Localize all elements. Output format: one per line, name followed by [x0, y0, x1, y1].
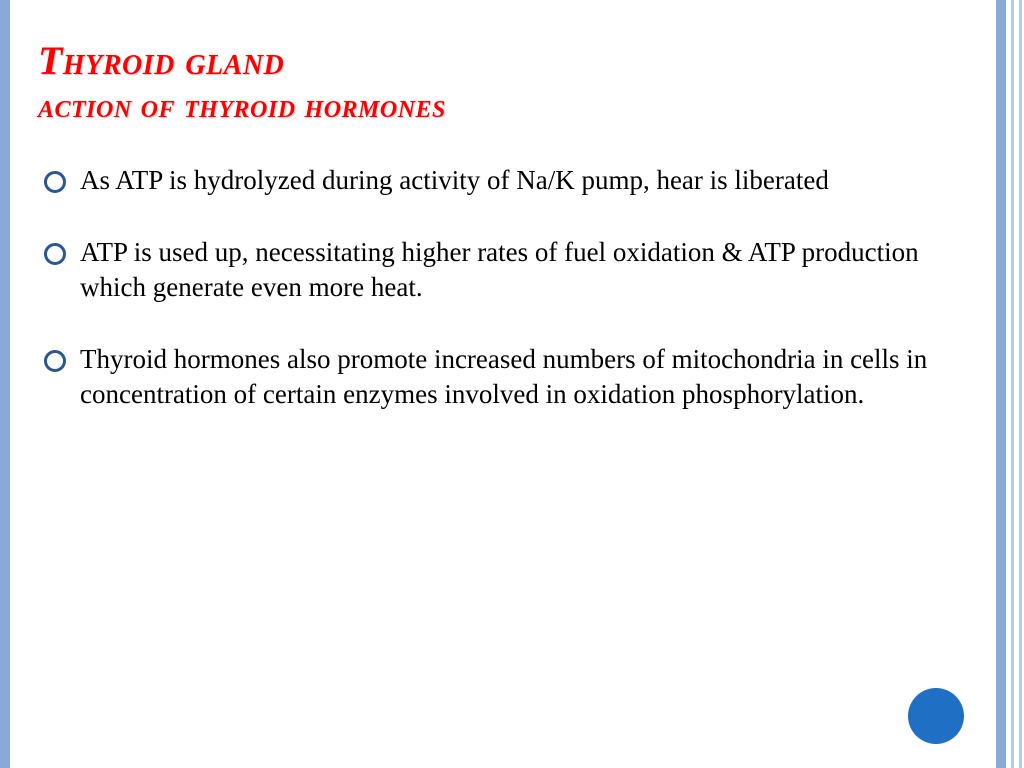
right-border-thin-2 — [1019, 0, 1022, 768]
title-line-2: action of thyroid hormones — [38, 86, 976, 129]
bullet-list: As ATP is hydrolyzed during activity of … — [38, 163, 976, 412]
right-border-decor — [992, 0, 1024, 768]
slide: Thyroid gland action of thyroid hormones… — [0, 0, 1024, 768]
title-line-1: Thyroid gland — [38, 36, 976, 86]
content-area: Thyroid gland action of thyroid hormones… — [38, 36, 976, 748]
right-border-thin-1 — [1011, 0, 1014, 768]
list-item: Thyroid hormones also promote increased … — [42, 342, 976, 411]
right-border-thick — [996, 0, 1006, 768]
left-border-decor — [0, 0, 10, 768]
list-item: ATP is used up, necessitating higher rat… — [42, 235, 976, 304]
title-block: Thyroid gland action of thyroid hormones — [38, 36, 976, 129]
circle-decor-icon — [908, 688, 964, 744]
title-text-1: Thyroid gland — [38, 38, 284, 83]
list-item: As ATP is hydrolyzed during activity of … — [42, 163, 976, 198]
